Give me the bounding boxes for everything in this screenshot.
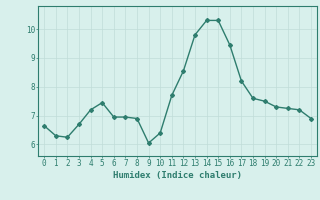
X-axis label: Humidex (Indice chaleur): Humidex (Indice chaleur)	[113, 171, 242, 180]
